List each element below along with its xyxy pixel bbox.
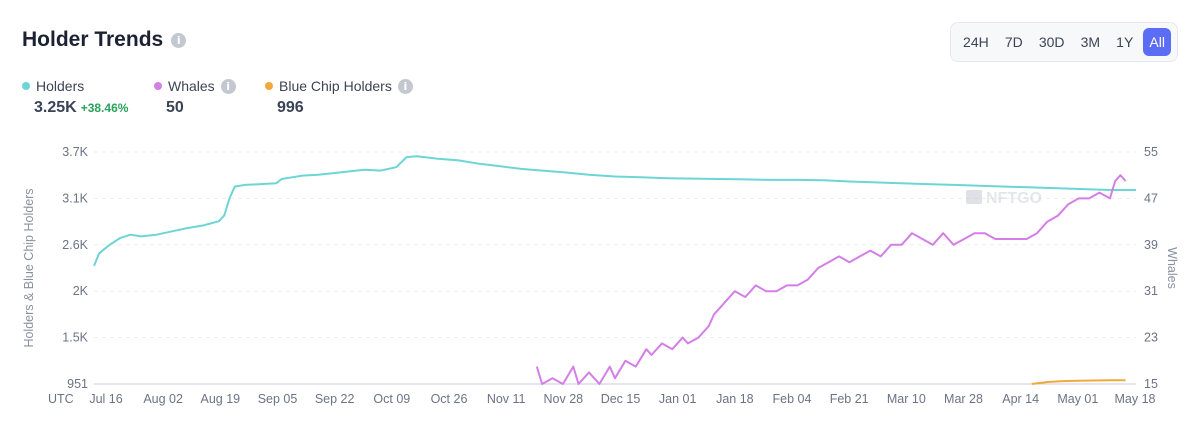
y-left-tick-label: 2K <box>73 284 89 298</box>
x-tick-label: Sep 22 <box>315 392 355 406</box>
y-axis-left: 3.7K 3.1K 2.6K 2K 1.5K 951 <box>62 145 88 391</box>
blue-chip-info-icon[interactable]: i <box>397 78 413 94</box>
legend-whales[interactable]: Whales i 50 <box>154 78 236 117</box>
range-1y-button[interactable]: 1Y <box>1116 34 1134 50</box>
x-tick-label: Jan 01 <box>659 392 697 406</box>
y-left-tick-label: 3.7K <box>62 145 88 159</box>
range-24h-button[interactable]: 24H <box>963 34 989 50</box>
y-right-tick-label: 23 <box>1144 331 1158 345</box>
range-3m-button[interactable]: 3M <box>1080 34 1101 50</box>
x-tick-label: Jan 18 <box>716 392 754 406</box>
y-axis-right: 55 47 39 31 23 15 <box>1144 145 1158 391</box>
legend-holders-value: 3.25K <box>34 99 77 116</box>
x-tick-label: Feb 21 <box>830 392 869 406</box>
x-tick-label: Mar 10 <box>887 392 926 406</box>
x-tick-label: Aug 19 <box>201 392 241 406</box>
x-tick-label: May 01 <box>1057 392 1098 406</box>
series-line-holders[interactable] <box>93 155 1136 267</box>
legend-blue-chip-label: Blue Chip Holders <box>279 78 392 94</box>
legend-holders-change: +38.46% <box>80 101 129 115</box>
legend-whales-label: Whales <box>168 78 215 94</box>
watermark-icon <box>966 190 982 204</box>
x-tick-label: May 18 <box>1115 392 1156 406</box>
x-axis: Jul 16 Aug 02 Aug 19 Sep 05 Sep 22 Oct 09 Oct … <box>89 392 1155 406</box>
x-tick-label: Nov 11 <box>487 392 526 406</box>
watermark-text: NFTGO <box>986 190 1042 207</box>
range-all-button[interactable]: All <box>1143 28 1171 56</box>
chart-title: Holder Trends i <box>22 28 187 52</box>
y-left-tick-label: 2.6K <box>62 238 88 252</box>
x-tick-label: Aug 02 <box>143 392 183 406</box>
y-right-tick-label: 55 <box>1144 145 1158 159</box>
x-tick-label: Dec 15 <box>601 392 641 406</box>
series-line-whales[interactable] <box>535 174 1127 385</box>
legend-blue-chip-value: 996 <box>277 99 304 116</box>
y-left-tick-label: 951 <box>67 377 88 391</box>
y-right-tick-label: 15 <box>1144 377 1158 391</box>
range-7d-button[interactable]: 7D <box>1004 34 1023 50</box>
blue-chip-dot-icon <box>265 82 273 90</box>
legend-holders-label: Holders <box>36 78 85 94</box>
y-left-tick-label: 3.1K <box>62 191 88 205</box>
time-range-selector: 24H 7D 30D 3M 1Y All <box>950 22 1178 62</box>
info-icon[interactable]: i <box>171 32 187 48</box>
legend-holders[interactable]: Holders 3.25K +38.46% <box>22 78 128 117</box>
legend-whales-value: 50 <box>166 99 184 116</box>
chart-title-text: Holder Trends <box>22 28 164 51</box>
x-tick-label: Oct 09 <box>373 392 410 406</box>
range-30d-button[interactable]: 30D <box>1038 34 1065 50</box>
y-axis-left-title: Holders & Blue Chip Holders <box>22 188 36 347</box>
x-tick-label: Nov 28 <box>544 392 584 406</box>
legend-blue-chip[interactable]: Blue Chip Holders i 996 <box>265 78 413 117</box>
x-tick-label: Oct 26 <box>431 392 468 406</box>
x-tick-label: Jul 16 <box>89 392 122 406</box>
y-right-tick-label: 47 <box>1144 191 1158 205</box>
y-left-tick-label: 1.5K <box>62 331 88 345</box>
chart-series <box>93 155 1136 385</box>
x-tick-label: Apr 14 <box>1002 392 1039 406</box>
whales-dot-icon <box>154 82 162 90</box>
x-tick-label: Sep 05 <box>258 392 298 406</box>
chart-grid <box>94 151 1136 385</box>
whales-info-icon[interactable]: i <box>220 78 236 94</box>
y-right-tick-label: 39 <box>1144 238 1158 252</box>
series-line-blue-chip-holders[interactable] <box>1031 379 1126 385</box>
x-axis-timezone-label: UTC <box>48 392 74 406</box>
x-tick-label: Mar 28 <box>944 392 983 406</box>
y-axis-right-title: Whales <box>1165 247 1179 289</box>
x-tick-label: Feb 04 <box>773 392 812 406</box>
holders-dot-icon <box>22 82 30 90</box>
y-right-tick-label: 31 <box>1144 284 1158 298</box>
watermark-logo: NFTGO <box>966 190 1042 207</box>
